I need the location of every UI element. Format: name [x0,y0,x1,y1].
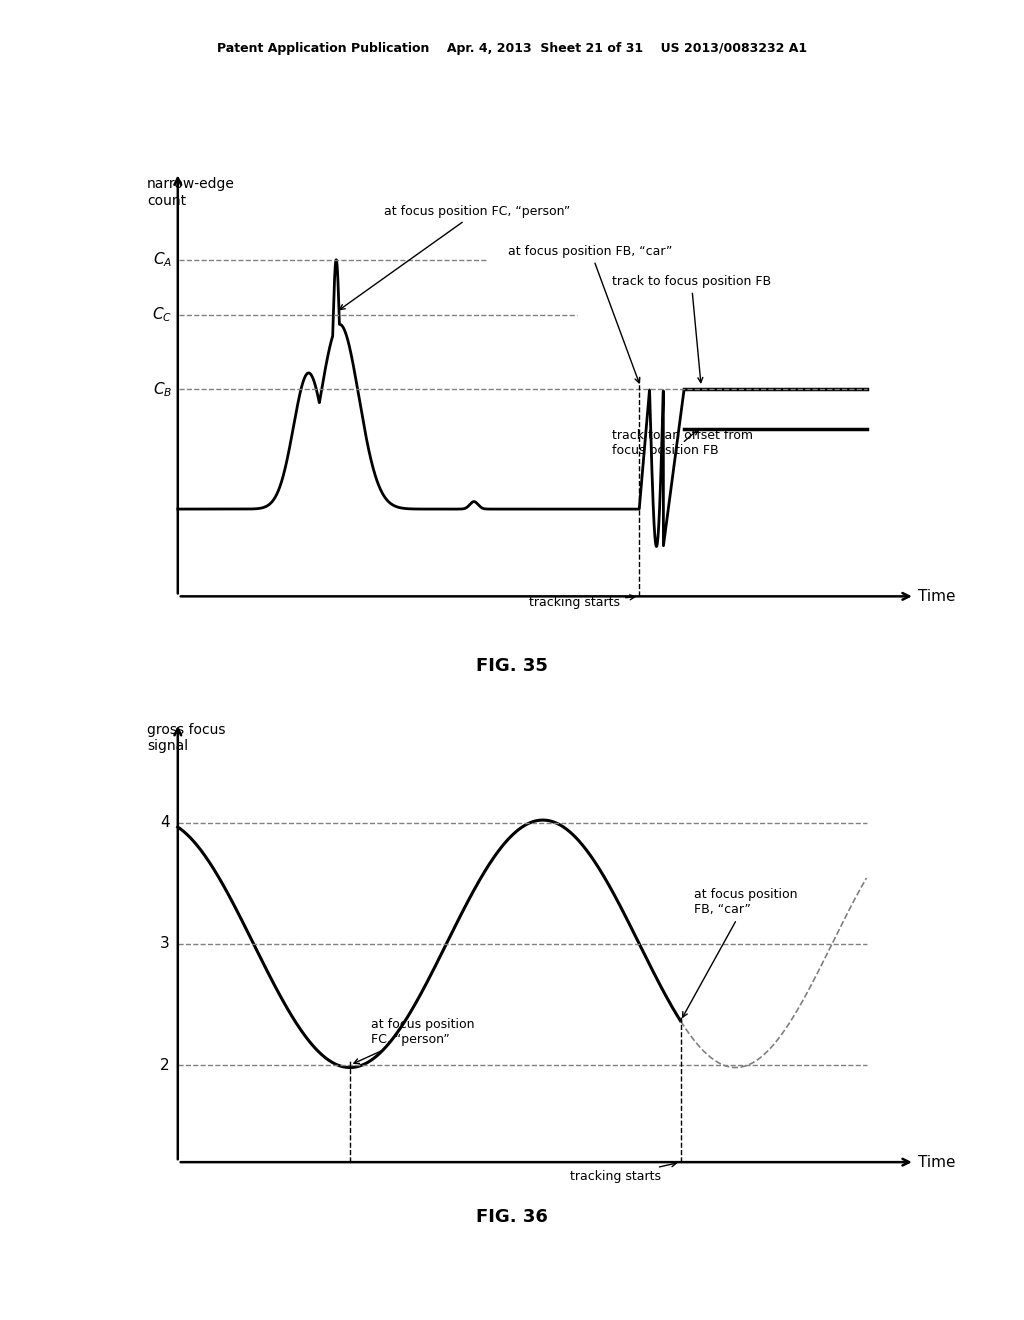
Text: track to focus position FB: track to focus position FB [611,275,771,383]
Text: at focus position
FC, “person”: at focus position FC, “person” [354,1018,474,1064]
Text: 3: 3 [160,936,170,952]
Text: tracking starts: tracking starts [570,1162,676,1183]
Text: at focus position
FB, “car”: at focus position FB, “car” [683,888,798,1018]
Text: track to an offset from
focus position FB: track to an offset from focus position F… [611,429,753,457]
Text: gross focus
signal: gross focus signal [146,723,225,754]
Text: tracking starts: tracking starts [529,595,635,610]
Text: FIG. 36: FIG. 36 [476,1208,548,1226]
Text: $C_B$: $C_B$ [153,380,172,399]
Text: Patent Application Publication    Apr. 4, 2013  Sheet 21 of 31    US 2013/008323: Patent Application Publication Apr. 4, 2… [217,42,807,55]
Text: FIG. 35: FIG. 35 [476,657,548,676]
Text: narrow-edge
count: narrow-edge count [146,177,234,207]
Text: Time: Time [919,589,955,603]
Text: $C_A$: $C_A$ [154,251,172,269]
Text: 4: 4 [160,814,170,830]
Text: at focus position FB, “car”: at focus position FB, “car” [508,244,673,383]
Text: $C_C$: $C_C$ [153,305,172,323]
Text: 2: 2 [160,1057,170,1073]
Text: Time: Time [919,1155,955,1170]
Text: at focus position FC, “person”: at focus position FC, “person” [340,205,570,310]
